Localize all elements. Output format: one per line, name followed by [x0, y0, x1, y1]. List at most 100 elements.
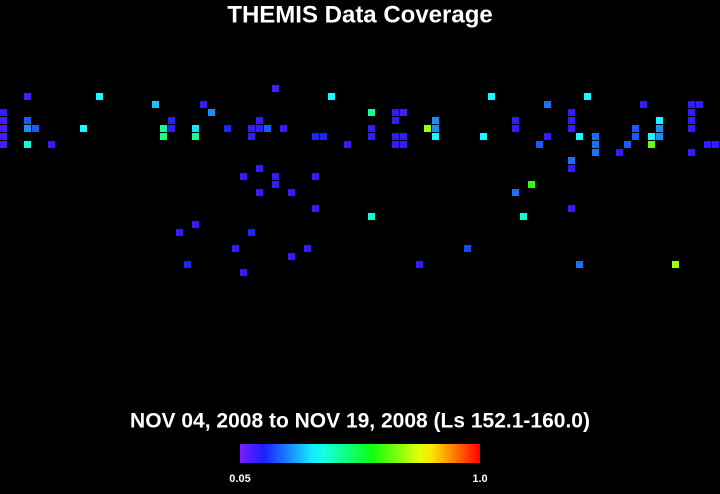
coverage-cell: [432, 133, 439, 140]
coverage-cell: [288, 253, 295, 260]
coverage-cell: [432, 117, 439, 124]
coverage-cell: [656, 133, 663, 140]
coverage-cell: [264, 125, 271, 132]
coverage-cell: [400, 109, 407, 116]
coverage-cell: [0, 141, 7, 148]
coverage-cell: [656, 125, 663, 132]
coverage-cell: [184, 261, 191, 268]
coverage-cell: [568, 109, 575, 116]
coverage-cell: [568, 125, 575, 132]
coverage-cell: [416, 261, 423, 268]
coverage-cell: [648, 133, 655, 140]
coverage-cell: [576, 261, 583, 268]
coverage-cell: [512, 125, 519, 132]
coverage-cell: [160, 125, 167, 132]
coverage-cell: [400, 141, 407, 148]
coverage-cell: [192, 125, 199, 132]
coverage-cell: [400, 133, 407, 140]
coverage-cell: [232, 245, 239, 252]
coverage-cell: [368, 109, 375, 116]
coverage-cell: [512, 117, 519, 124]
coverage-cell: [624, 141, 631, 148]
coverage-cell: [544, 133, 551, 140]
coverage-cell: [168, 125, 175, 132]
colorbar-tick-label: 0.05: [229, 473, 250, 485]
coverage-cell: [272, 173, 279, 180]
coverage-cell: [464, 245, 471, 252]
coverage-cell: [80, 125, 87, 132]
coverage-cell: [248, 229, 255, 236]
coverage-cell: [616, 149, 623, 156]
coverage-cell: [304, 245, 311, 252]
coverage-cell: [0, 125, 7, 132]
coverage-cell: [192, 133, 199, 140]
coverage-cell: [208, 109, 215, 116]
coverage-cell: [568, 205, 575, 212]
coverage-cell: [528, 181, 535, 188]
coverage-cell: [288, 189, 295, 196]
coverage-cell: [568, 165, 575, 172]
coverage-cell: [688, 125, 695, 132]
chart-title: THEMIS Data Coverage: [227, 1, 492, 28]
coverage-cell: [696, 101, 703, 108]
coverage-cell: [176, 229, 183, 236]
coverage-cell: [368, 125, 375, 132]
colorbar-tick-label: 1.0: [472, 473, 487, 485]
coverage-cell: [632, 133, 639, 140]
coverage-cell: [312, 133, 319, 140]
coverage-cell: [640, 101, 647, 108]
coverage-cell: [272, 181, 279, 188]
coverage-cell: [392, 133, 399, 140]
coverage-cell: [632, 125, 639, 132]
coverage-cell: [248, 125, 255, 132]
coverage-cell: [688, 101, 695, 108]
coverage-cell: [312, 173, 319, 180]
coverage-cell: [24, 117, 31, 124]
coverage-cell: [272, 85, 279, 92]
coverage-cell: [256, 117, 263, 124]
coverage-cell: [480, 133, 487, 140]
coverage-cell: [240, 173, 247, 180]
coverage-cell: [592, 149, 599, 156]
coverage-cell: [24, 141, 31, 148]
coverage-cell: [152, 101, 159, 108]
coverage-cell: [368, 213, 375, 220]
coverage-cell: [48, 141, 55, 148]
coverage-cell: [96, 93, 103, 100]
coverage-cell: [344, 141, 351, 148]
coverage-cell: [256, 165, 263, 172]
coverage-cell: [312, 205, 319, 212]
coverage-cell: [568, 117, 575, 124]
coverage-cell: [688, 117, 695, 124]
coverage-cell: [320, 133, 327, 140]
coverage-cell: [488, 93, 495, 100]
coverage-cell: [544, 101, 551, 108]
coverage-cell: [392, 109, 399, 116]
coverage-cell: [576, 133, 583, 140]
coverage-cell: [0, 109, 7, 116]
coverage-cell: [256, 189, 263, 196]
coverage-cell: [672, 261, 679, 268]
coverage-cell: [688, 109, 695, 116]
coverage-cell: [656, 117, 663, 124]
coverage-cell: [520, 213, 527, 220]
coverage-cell: [688, 149, 695, 156]
coverage-cell: [24, 125, 31, 132]
coverage-cell: [712, 141, 719, 148]
coverage-cell: [512, 189, 519, 196]
coverage-cell: [592, 133, 599, 140]
coverage-cell: [280, 125, 287, 132]
coverage-cell: [32, 125, 39, 132]
coverage-cell: [256, 125, 263, 132]
coverage-cell: [240, 269, 247, 276]
coverage-cell: [592, 141, 599, 148]
coverage-cell: [704, 141, 711, 148]
coverage-cell: [160, 133, 167, 140]
coverage-cell: [568, 157, 575, 164]
coverage-cell: [168, 117, 175, 124]
coverage-cell: [192, 221, 199, 228]
coverage-cell: [392, 117, 399, 124]
coverage-cell: [0, 117, 7, 124]
coverage-cell: [648, 141, 655, 148]
